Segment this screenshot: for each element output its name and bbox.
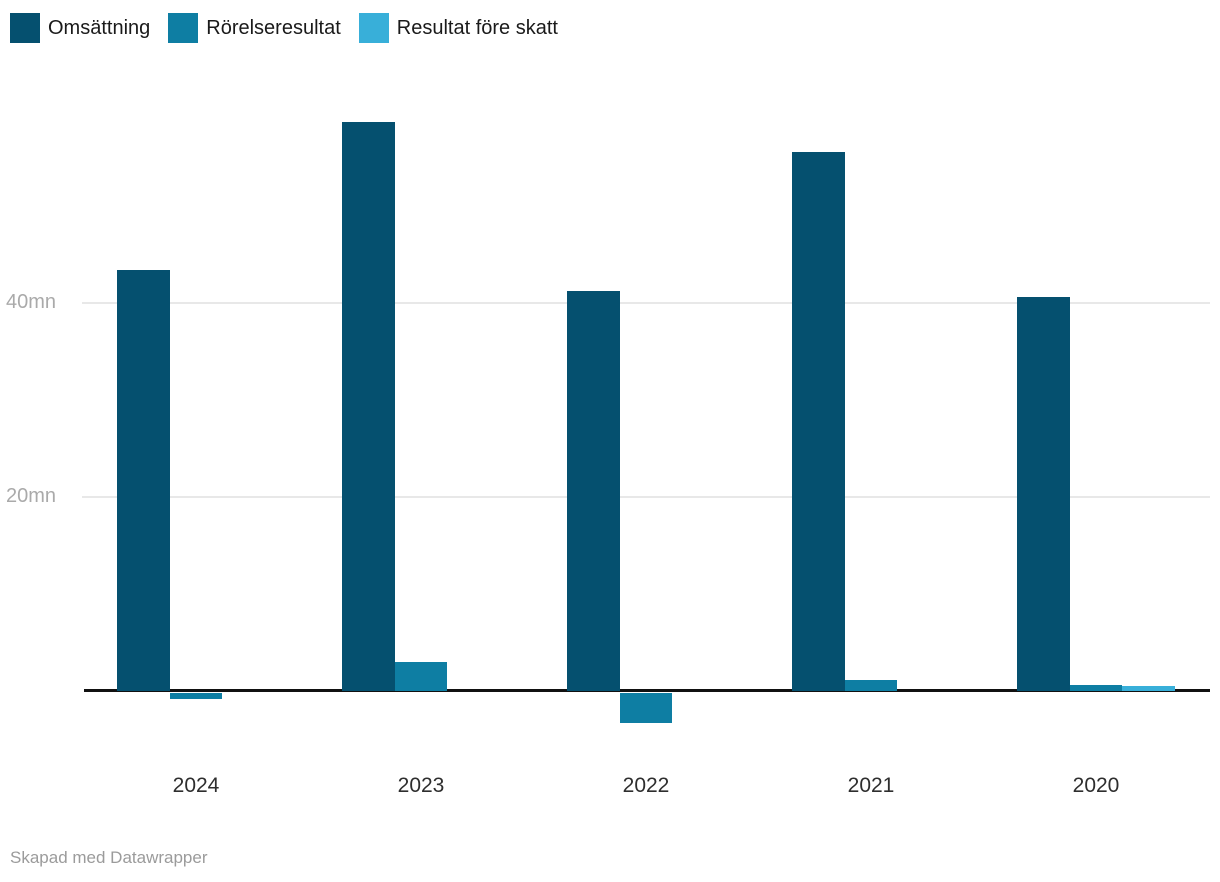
bar-2023-series-0[interactable] bbox=[342, 121, 395, 691]
bar-2021-series-1[interactable] bbox=[844, 680, 898, 691]
legend-item-omsattning: Omsättning bbox=[10, 13, 150, 43]
legend-swatch-icon bbox=[358, 13, 389, 43]
bar-2021-series-0[interactable] bbox=[792, 151, 845, 691]
y-tick-label: 40mn bbox=[6, 291, 57, 313]
x-tick-label: 2024 bbox=[172, 774, 220, 797]
y-gridline bbox=[82, 302, 1210, 304]
legend-label: Omsättning bbox=[48, 17, 151, 39]
legend-label: Resultat före skatt bbox=[396, 17, 558, 39]
x-tick-label: 2021 bbox=[847, 774, 895, 797]
legend-item-resultat-fore-skatt: Resultat före skatt bbox=[358, 13, 558, 43]
datawrapper-attribution-link[interactable]: Skapad med Datawrapper bbox=[10, 848, 208, 867]
bar-2024-series-1[interactable] bbox=[169, 693, 223, 699]
y-tick-label: 20mn bbox=[6, 485, 57, 507]
bar-2024-series-0[interactable] bbox=[117, 270, 170, 691]
x-axis-baseline bbox=[84, 689, 1210, 692]
legend-swatch-icon bbox=[168, 13, 199, 43]
legend-item-rorelseresultat: Rörelseresultat bbox=[168, 13, 341, 43]
legend-swatch-icon bbox=[10, 13, 40, 43]
bar-2020-series-1[interactable] bbox=[1069, 685, 1123, 691]
x-tick-label: 2022 bbox=[622, 774, 670, 797]
bar-2023-series-1[interactable] bbox=[394, 661, 448, 691]
bar-2022-series-0[interactable] bbox=[567, 291, 620, 691]
bar-2022-series-1[interactable] bbox=[619, 693, 673, 724]
y-gridline bbox=[82, 496, 1210, 498]
legend: Omsättning Rörelseresultat Resultat före… bbox=[10, 13, 558, 43]
x-tick-label: 2020 bbox=[1072, 774, 1120, 797]
bar-2020-series-2[interactable] bbox=[1122, 686, 1175, 691]
bar-2020-series-0[interactable] bbox=[1017, 297, 1070, 691]
legend-label: Rörelseresultat bbox=[206, 17, 341, 39]
x-tick-label: 2023 bbox=[397, 774, 445, 797]
